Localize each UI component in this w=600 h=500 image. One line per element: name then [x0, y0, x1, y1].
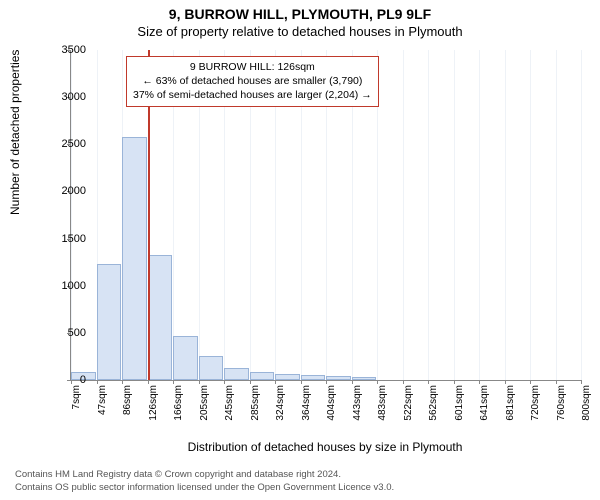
grid-line: [428, 50, 429, 380]
page-subtitle: Size of property relative to detached ho…: [0, 22, 600, 39]
y-tick-label: 3000: [46, 91, 86, 103]
histogram-bar: [275, 374, 300, 380]
footer-line2: Contains OS public sector information li…: [15, 482, 394, 494]
histogram-bar: [352, 377, 377, 380]
page-title: 9, BURROW HILL, PLYMOUTH, PL9 9LF: [0, 0, 600, 22]
x-tick-label: 720sqm: [530, 385, 541, 435]
x-tick-label: 641sqm: [479, 385, 490, 435]
x-tick-label: 483sqm: [377, 385, 388, 435]
y-tick-label: 2000: [46, 185, 86, 197]
histogram-bar: [301, 375, 326, 380]
footer-line1: Contains HM Land Registry data © Crown c…: [15, 469, 394, 481]
annotation-line3: 37% of semi-detached houses are larger (…: [133, 88, 372, 102]
histogram-bar: [250, 372, 275, 380]
x-axis-label: Distribution of detached houses by size …: [70, 440, 580, 454]
footer: Contains HM Land Registry data © Crown c…: [15, 469, 394, 494]
grid-line: [479, 50, 480, 380]
y-tick-label: 3500: [46, 44, 86, 56]
grid-line: [581, 50, 582, 380]
grid-line: [505, 50, 506, 380]
annotation-line1: 9 BURROW HILL: 126sqm: [133, 60, 372, 74]
x-tick-label: 800sqm: [581, 385, 592, 435]
y-tick-label: 0: [46, 374, 86, 386]
x-tick-label: 126sqm: [148, 385, 159, 435]
x-tick-label: 364sqm: [301, 385, 312, 435]
x-tick-label: 443sqm: [352, 385, 363, 435]
grid-line: [403, 50, 404, 380]
histogram-bar: [148, 255, 173, 380]
x-tick-label: 245sqm: [224, 385, 235, 435]
histogram-bar: [199, 356, 224, 380]
grid-line: [530, 50, 531, 380]
x-tick-label: 681sqm: [505, 385, 516, 435]
x-tick-label: 760sqm: [556, 385, 567, 435]
x-tick-label: 7sqm: [71, 385, 82, 435]
x-tick-label: 404sqm: [326, 385, 337, 435]
annotation-box: 9 BURROW HILL: 126sqm← 63% of detached h…: [126, 56, 379, 107]
histogram-bar: [97, 264, 122, 380]
x-tick-label: 522sqm: [403, 385, 414, 435]
plot-area: 7sqm47sqm86sqm126sqm166sqm205sqm245sqm28…: [70, 50, 580, 380]
y-axis-label: Number of detached properties: [8, 50, 22, 215]
y-tick-label: 2500: [46, 138, 86, 150]
x-tick-label: 562sqm: [428, 385, 439, 435]
grid-line: [556, 50, 557, 380]
x-tick-label: 47sqm: [97, 385, 108, 435]
histogram-bar: [173, 336, 198, 380]
x-tick-label: 601sqm: [454, 385, 465, 435]
histogram-bar: [326, 376, 351, 380]
x-tick-label: 324sqm: [275, 385, 286, 435]
annotation-line2: ← 63% of detached houses are smaller (3,…: [133, 74, 372, 88]
histogram-bar: [224, 368, 249, 380]
x-tick-label: 166sqm: [173, 385, 184, 435]
x-tick-label: 285sqm: [250, 385, 261, 435]
grid-line: [454, 50, 455, 380]
x-tick-label: 205sqm: [199, 385, 210, 435]
x-tick-label: 86sqm: [122, 385, 133, 435]
chart-container: 9, BURROW HILL, PLYMOUTH, PL9 9LF Size o…: [0, 0, 600, 500]
plot: 7sqm47sqm86sqm126sqm166sqm205sqm245sqm28…: [70, 50, 581, 381]
y-tick-label: 500: [46, 327, 86, 339]
y-tick-label: 1000: [46, 280, 86, 292]
histogram-bar: [122, 137, 147, 380]
y-tick-label: 1500: [46, 233, 86, 245]
